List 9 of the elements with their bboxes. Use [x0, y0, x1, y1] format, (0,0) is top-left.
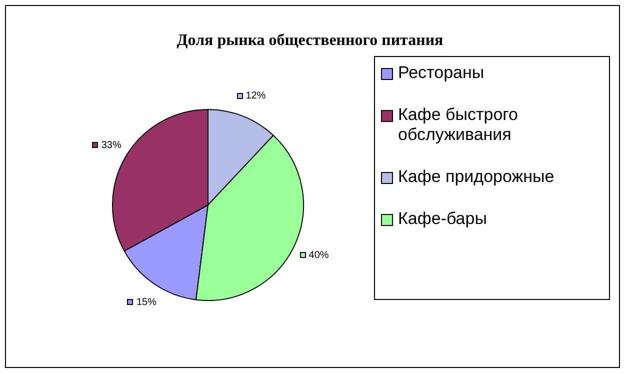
chart-title: Доля рынка общественного питания [176, 32, 444, 50]
data-label: 15% [136, 296, 157, 308]
legend-label: Кафе-бары [398, 209, 487, 229]
legend-label: Кафе быстрого обслуживания [398, 105, 519, 145]
data-label: 40% [308, 250, 329, 261]
legend-label: Кафе придорожные [398, 167, 554, 187]
legend-label: Рестораны [398, 63, 484, 83]
data-label: 12% [246, 90, 266, 102]
data-label: 33% [101, 140, 122, 151]
